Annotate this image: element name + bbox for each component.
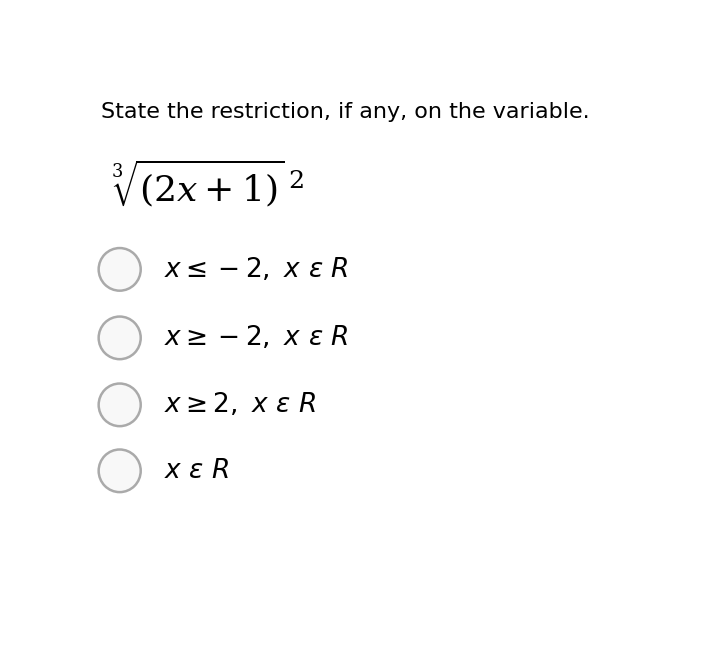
Ellipse shape xyxy=(99,384,141,426)
Text: State the restriction, if any, on the variable.: State the restriction, if any, on the va… xyxy=(101,102,590,122)
Text: $x \geq -2,\ x\ \varepsilon\ R$: $x \geq -2,\ x\ \varepsilon\ R$ xyxy=(164,324,348,351)
Ellipse shape xyxy=(99,316,141,359)
Text: $x \leq -2,\ x\ \varepsilon\ R$: $x \leq -2,\ x\ \varepsilon\ R$ xyxy=(164,256,348,283)
Text: $\sqrt[3]{(2x+1)}\,^2$: $\sqrt[3]{(2x+1)}\,^2$ xyxy=(111,158,305,209)
Ellipse shape xyxy=(99,248,141,291)
Text: $x \geq 2,\ x\ \varepsilon\ R$: $x \geq 2,\ x\ \varepsilon\ R$ xyxy=(164,391,316,418)
Ellipse shape xyxy=(99,449,141,492)
Text: $x\ \varepsilon\ R$: $x\ \varepsilon\ R$ xyxy=(164,458,229,484)
